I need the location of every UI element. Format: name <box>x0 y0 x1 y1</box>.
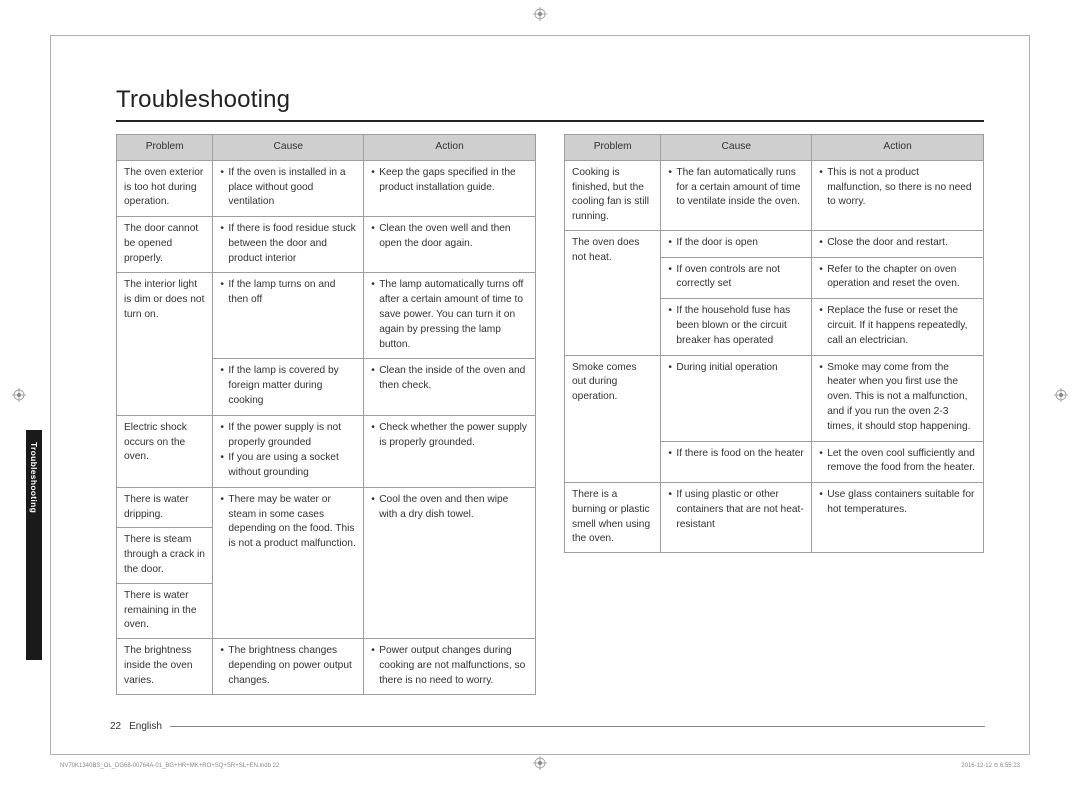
col-problem: Problem <box>117 135 213 161</box>
table-row: The oven exterior is too hot during oper… <box>117 160 536 216</box>
cell-problem: The interior light is dim or does not tu… <box>117 273 213 415</box>
cell-cause: If oven controls are not correctly set <box>661 257 812 299</box>
cell-action: Use glass containers suitable for hot te… <box>812 483 984 553</box>
table-row: The interior light is dim or does not tu… <box>117 273 536 359</box>
cell-action: Cool the oven and then wipe with a dry d… <box>364 487 536 638</box>
right-column: Problem Cause Action Cooking is finished… <box>564 134 984 695</box>
cell-action: Let the oven cool sufficiently and remov… <box>812 441 984 483</box>
cell-action: Refer to the chapter on oven operation a… <box>812 257 984 299</box>
table-row: Smoke comes out during operation. During… <box>565 355 984 441</box>
cell-problem: The door cannot be opened properly. <box>117 217 213 273</box>
table-row: The door cannot be opened properly. If t… <box>117 217 536 273</box>
page-title: Troubleshooting <box>116 86 984 114</box>
cell-problem: There is steam through a crack in the do… <box>117 528 213 583</box>
table-row: There is a burning or plastic smell when… <box>565 483 984 553</box>
title-rule <box>116 120 984 122</box>
table-row: Cooking is finished, but the cooling fan… <box>565 160 984 230</box>
page-number: 22 <box>110 721 121 732</box>
cell-cause: If using plastic or other containers tha… <box>661 483 812 553</box>
page-frame: Troubleshooting Problem Cause Action The… <box>50 35 1030 755</box>
table-row: Electric shock occurs on the oven. If th… <box>117 415 536 487</box>
cell-problem: The oven exterior is too hot during oper… <box>117 160 213 216</box>
crop-mark-left <box>12 388 26 402</box>
table-row: The brightness inside the oven varies. T… <box>117 639 536 695</box>
cell-problem: Smoke comes out during operation. <box>565 355 661 482</box>
cell-action: Power output changes during cooking are … <box>364 639 536 695</box>
col-cause: Cause <box>661 135 812 161</box>
cell-action: Smoke may come from the heater when you … <box>812 355 984 441</box>
page-footer: 22 English <box>110 721 985 732</box>
cell-action: Clean the inside of the oven and then ch… <box>364 359 536 415</box>
cell-cause: If the door is open <box>661 230 812 257</box>
col-action: Action <box>812 135 984 161</box>
cell-action: Clean the oven well and then open the do… <box>364 217 536 273</box>
cell-problem: The brightness inside the oven varies. <box>117 639 213 695</box>
cell-cause: If there is food on the heater <box>661 441 812 483</box>
print-filename: NV70K1340BS_OL_DG68-00764A-01_BG+HR+MK+R… <box>60 763 279 770</box>
print-timestamp: 2016-12-12 ⏲ 6:55:23 <box>961 763 1020 770</box>
crop-mark-top <box>533 7 547 21</box>
crop-mark-right <box>1054 388 1068 402</box>
footer-rule <box>170 726 985 727</box>
cell-action: Keep the gaps specified in the product i… <box>364 160 536 216</box>
cell-action: Replace the fuse or reset the circuit. I… <box>812 299 984 355</box>
table-row: There is water dripping. There may be wa… <box>117 487 536 528</box>
cell-action: This is not a product malfunction, so th… <box>812 160 984 230</box>
troubleshooting-table-2: Problem Cause Action Cooking is finished… <box>564 134 984 553</box>
col-cause: Cause <box>213 135 364 161</box>
page-language: English <box>129 721 162 732</box>
cell-cause: If the oven is installed in a place with… <box>213 160 364 216</box>
cell-cause: If the lamp turns on and then off <box>213 273 364 359</box>
table-row: The oven does not heat. If the door is o… <box>565 230 984 257</box>
cell-action: The lamp automatically turns off after a… <box>364 273 536 359</box>
cell-action: Close the door and restart. <box>812 230 984 257</box>
cell-cause: There may be water or steam in some case… <box>213 487 364 638</box>
cell-problem: Cooking is finished, but the cooling fan… <box>565 160 661 230</box>
print-metadata: NV70K1340BS_OL_DG68-00764A-01_BG+HR+MK+R… <box>60 763 1020 770</box>
content-columns: Problem Cause Action The oven exterior i… <box>116 134 984 695</box>
left-column: Problem Cause Action The oven exterior i… <box>116 134 536 695</box>
cell-problem: There is a burning or plastic smell when… <box>565 483 661 553</box>
cell-cause: The brightness changes depending on powe… <box>213 639 364 695</box>
col-problem: Problem <box>565 135 661 161</box>
cell-cause: During initial operation <box>661 355 812 441</box>
cell-cause: If there is food residue stuck between t… <box>213 217 364 273</box>
cell-cause: If the lamp is covered by foreign matter… <box>213 359 364 415</box>
troubleshooting-table-1: Problem Cause Action The oven exterior i… <box>116 134 536 695</box>
cell-action: Check whether the power supply is proper… <box>364 415 536 487</box>
cell-cause: If the power supply is not properly grou… <box>213 415 364 487</box>
cell-problem: There is water dripping. <box>117 487 213 528</box>
cell-problem: Electric shock occurs on the oven. <box>117 415 213 487</box>
cell-problem: The oven does not heat. <box>565 230 661 355</box>
cell-cause: The fan automatically runs for a certain… <box>661 160 812 230</box>
section-tab: Troubleshooting <box>26 430 42 660</box>
col-action: Action <box>364 135 536 161</box>
cell-problem: There is water remaining in the oven. <box>117 583 213 638</box>
cell-cause: If the household fuse has been blown or … <box>661 299 812 355</box>
